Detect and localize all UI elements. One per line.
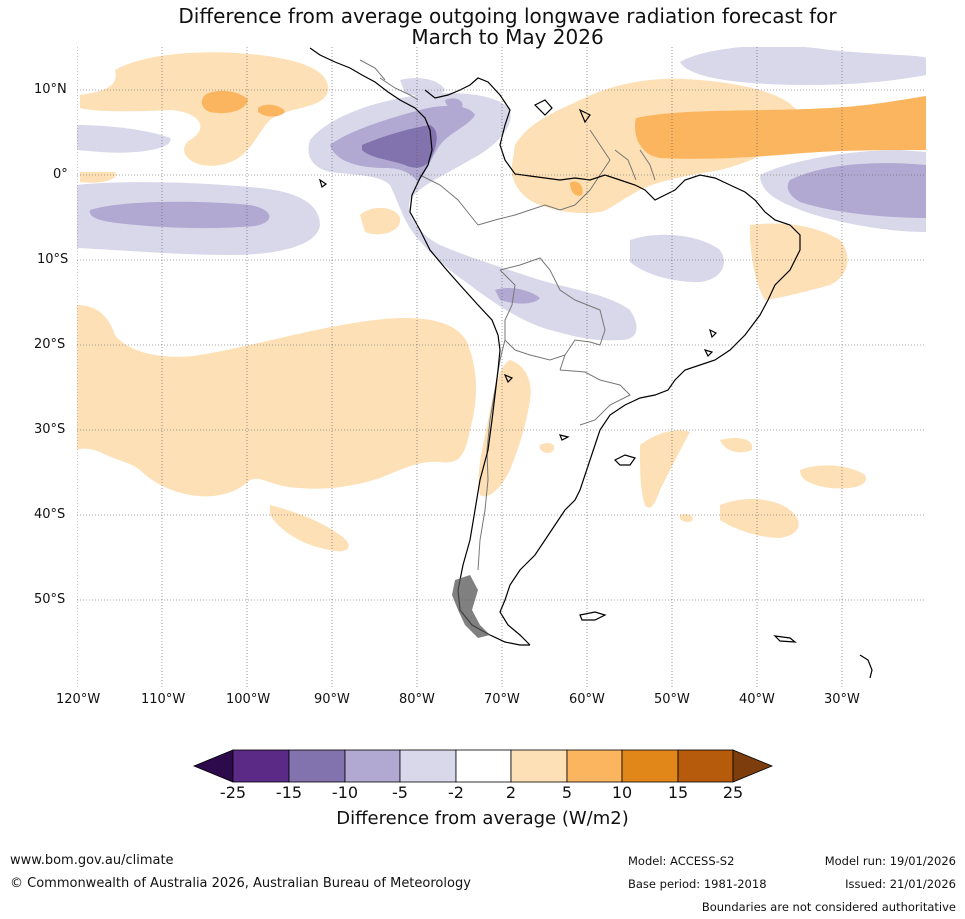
colorbar-tick: -15 <box>275 783 303 802</box>
lat-label: 30°S <box>34 422 66 437</box>
lat-label: 10°N <box>34 82 67 97</box>
anomaly-negative-medium <box>362 125 437 168</box>
footer-model: Model: ACCESS-S2 <box>628 854 735 868</box>
colorbar-bin <box>677 749 734 783</box>
footer-base-period: Base period: 1981-2018 <box>628 877 767 891</box>
graticule <box>77 47 926 687</box>
colorbar-tick: 25 <box>722 783 744 802</box>
colorbar-tick: -5 <box>392 783 408 802</box>
colorbar-title: Difference from average (W/m2) <box>336 808 629 829</box>
colorbar-bin <box>288 749 346 783</box>
colorbar-tick: 5 <box>561 783 573 802</box>
lon-label: 50°W <box>654 692 690 707</box>
colorbar-tick: -10 <box>331 783 359 802</box>
lon-label: 70°W <box>484 692 520 707</box>
lat-label: 40°S <box>34 507 66 522</box>
colorbar-bin <box>399 749 457 783</box>
patagonia-islands <box>452 575 490 638</box>
lon-label: 120°W <box>56 692 101 707</box>
lon-label: 100°W <box>226 692 271 707</box>
colorbar-bin <box>344 749 401 783</box>
colorbar-bin <box>232 749 290 783</box>
map-title: Difference from average outgoing longwav… <box>0 6 965 48</box>
anomaly-positive-medium <box>201 90 926 196</box>
lon-label: 40°W <box>739 692 775 707</box>
footer-copyright: © Commonwealth of Australia 2026, Austra… <box>10 876 471 891</box>
footer-model-run: Model run: 19/01/2026 <box>824 854 956 868</box>
lon-label: 90°W <box>314 692 350 707</box>
colorbar-bin <box>621 749 679 783</box>
footer-url[interactable]: www.bom.gov.au/climate <box>10 853 174 868</box>
colorbar-extend-low <box>192 749 234 783</box>
colorbar <box>192 749 774 783</box>
footer-issued: Issued: 21/01/2026 <box>845 877 956 891</box>
lon-label: 110°W <box>141 692 186 707</box>
footer-disclaimer: Boundaries are not considered authoritat… <box>701 900 956 914</box>
colorbar-tick: 15 <box>667 783 689 802</box>
colorbar-tick: 2 <box>505 783 517 802</box>
title-line-1: Difference from average outgoing longwav… <box>178 4 837 28</box>
colorbar-extend-high <box>732 749 774 783</box>
lon-label: 60°W <box>569 692 605 707</box>
colorbar-tick: 10 <box>611 783 633 802</box>
colorbar-bin <box>455 749 512 783</box>
colorbar-bin <box>510 749 568 783</box>
lat-label: 50°S <box>34 592 66 607</box>
title-line-2: March to May 2026 <box>411 25 604 49</box>
lon-label: 80°W <box>399 692 435 707</box>
colorbar-tick: -2 <box>448 783 464 802</box>
colorbar-bin <box>566 749 623 783</box>
lat-label: 0° <box>53 167 68 182</box>
lon-label: 30°W <box>824 692 860 707</box>
colorbar-tick: -25 <box>219 783 247 802</box>
lat-label: 20°S <box>34 337 66 352</box>
lat-label: 10°S <box>37 252 69 267</box>
